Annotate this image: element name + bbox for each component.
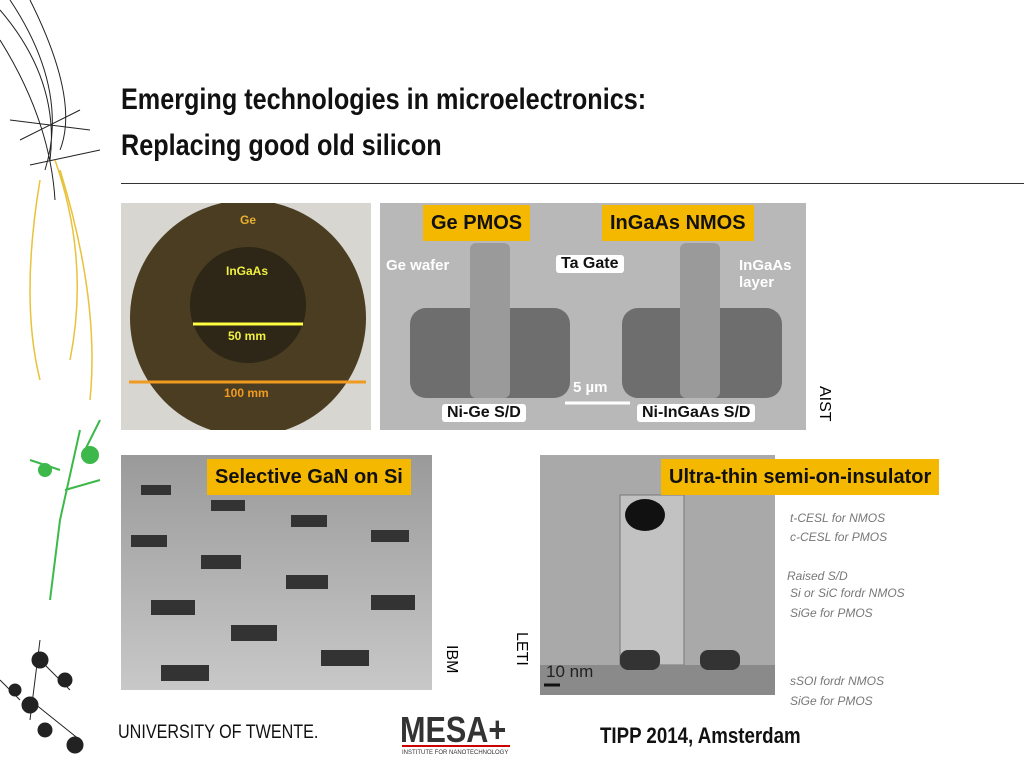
institute-logo: MESA+ <box>400 709 507 750</box>
utsoi-label: t-CESL for NMOS <box>790 511 886 525</box>
wafer-label: InGaAs <box>226 264 269 278</box>
wafer-label: 50 mm <box>228 329 267 343</box>
tem-label: Ni-InGaAs S/D <box>637 404 756 422</box>
utsoi-label: Raised S/D <box>787 569 848 583</box>
utsoi-label: sSOI fordr NMOS <box>790 674 885 688</box>
institute-rule <box>402 745 510 747</box>
image-credit: LETI <box>513 632 530 666</box>
utsoi-label: SiGe for PMOS <box>790 606 873 620</box>
wafer-image <box>121 203 371 430</box>
image-credit: IBM <box>443 645 460 674</box>
university-logo: UNIVERSITY OF TWENTE. <box>118 722 319 743</box>
title-rule <box>121 183 1024 184</box>
decoration <box>0 0 101 754</box>
tem-label: Ge wafer <box>386 257 450 274</box>
wafer-label: Ge <box>240 213 257 227</box>
utsoi-image <box>540 455 775 695</box>
title-line: Emerging technologies in microelectronic… <box>121 83 647 116</box>
event-label: TIPP 2014, Amsterdam <box>600 723 801 748</box>
image-credit: AIST <box>816 386 833 422</box>
utsoi-label: c-CESL for PMOS <box>790 530 888 544</box>
title-line: Replacing good old silicon <box>121 129 442 162</box>
figure-tag: Selective GaN on Si <box>207 459 411 495</box>
figure-tag: Ge PMOS <box>423 205 531 241</box>
utsoi-label: SiGe for PMOS <box>790 694 873 708</box>
institute-subtitle: INSTITUTE FOR NANOTECHNOLOGY <box>402 750 509 756</box>
tem-label: InGaAs layer <box>739 257 792 291</box>
figure-tag: InGaAs NMOS <box>602 205 754 241</box>
tem-label: 5 µm <box>573 379 608 396</box>
utsoi-label: 10 nm <box>546 662 594 681</box>
tem-label: Ni-Ge S/D <box>442 404 526 422</box>
wafer-label: 100 mm <box>224 386 269 400</box>
tem-label: Ta Gate <box>556 255 624 273</box>
utsoi-label: Si or SiC fordr NMOS <box>790 586 905 600</box>
figure-tag: Ultra-thin semi-on-insulator <box>661 459 940 495</box>
